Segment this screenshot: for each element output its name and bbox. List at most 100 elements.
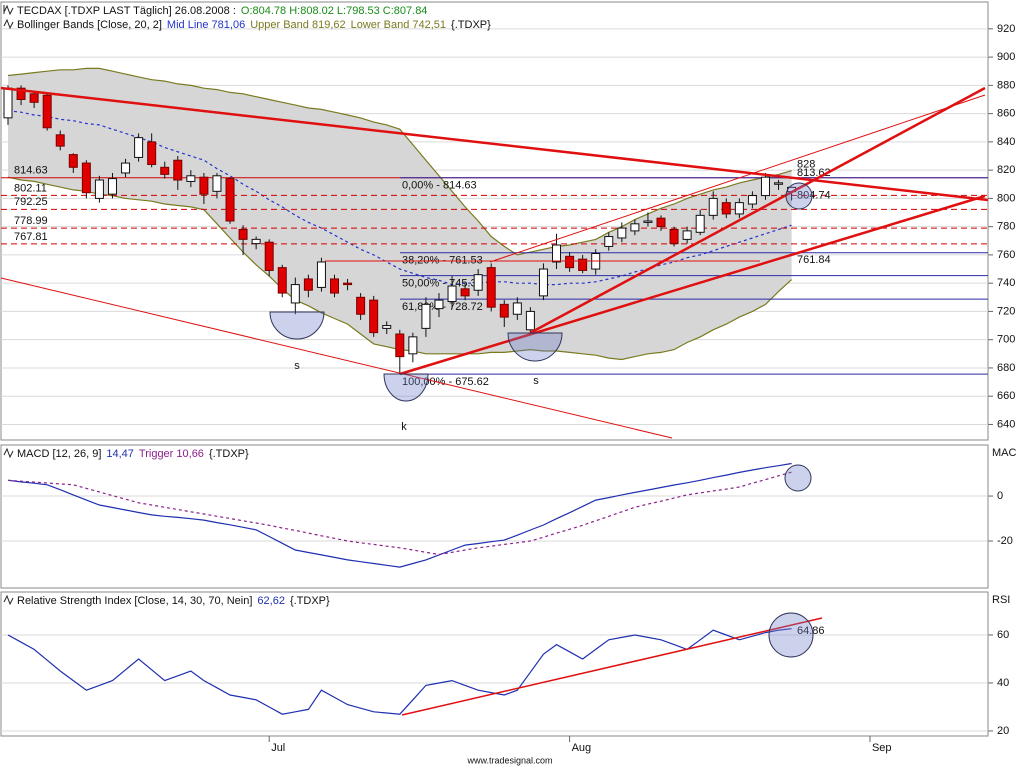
legend-entry: Upper Band 819,62 bbox=[250, 19, 345, 31]
candle-body bbox=[512, 302, 522, 315]
y-tick-label: 680 bbox=[997, 362, 1015, 374]
candle-body bbox=[395, 333, 405, 358]
candle-body bbox=[604, 236, 614, 247]
y-tick-label: 800 bbox=[997, 192, 1015, 204]
icon bbox=[3, 594, 14, 606]
trend-line bbox=[399, 194, 986, 376]
legend-entry: O:804.78 H:808.02 L:798.53 C:807.84 bbox=[241, 5, 428, 17]
candle-body bbox=[3, 87, 13, 119]
pattern-marker bbox=[768, 612, 814, 658]
y-tick-label: 60 bbox=[997, 629, 1009, 641]
candle-body bbox=[29, 93, 39, 103]
trend-line bbox=[0, 277, 673, 439]
candle-body bbox=[708, 197, 718, 216]
candle-body bbox=[669, 228, 679, 245]
level-label: 802.11 bbox=[14, 182, 47, 194]
x-tick-label: Jul bbox=[271, 742, 285, 754]
candle-body bbox=[42, 94, 52, 129]
legend-entry: Mid Line 781,06 bbox=[167, 19, 245, 31]
pattern-marker bbox=[784, 464, 812, 492]
candle-body bbox=[134, 137, 144, 158]
footer: www.tradesignal.com bbox=[466, 755, 552, 765]
trend-label: 761.84 bbox=[797, 254, 831, 266]
y-tick-label: 880 bbox=[997, 79, 1015, 91]
trend-line bbox=[0, 86, 989, 202]
indicator-line bbox=[7, 67, 792, 256]
legend-entry: 62,62 bbox=[257, 595, 285, 607]
candle-body bbox=[525, 310, 535, 331]
candle-body bbox=[499, 303, 509, 318]
y-tick-label: 640 bbox=[997, 418, 1015, 430]
x-tick-label: Aug bbox=[572, 742, 592, 754]
candle-body bbox=[316, 261, 326, 288]
trend-line bbox=[489, 94, 986, 263]
candle-body bbox=[734, 202, 744, 215]
y-tick-label: 820 bbox=[997, 164, 1015, 176]
candle-body bbox=[147, 141, 157, 165]
candle-body bbox=[199, 176, 209, 195]
fib-label: 0,00% - 814.63 bbox=[402, 180, 477, 192]
candle-body bbox=[656, 217, 666, 228]
candle-body bbox=[330, 278, 339, 294]
candle-body bbox=[578, 258, 588, 271]
candle-body bbox=[695, 214, 705, 233]
candle-body bbox=[251, 238, 261, 245]
panel-icons bbox=[3, 4, 14, 606]
y-tick-label: 40 bbox=[997, 677, 1009, 689]
fib-label: 50,00% - 745.33 bbox=[402, 278, 483, 290]
axis-label: RSI bbox=[992, 594, 1010, 606]
pattern-label: s bbox=[294, 360, 300, 372]
candle-body bbox=[212, 175, 222, 192]
y-tick-label: 920 bbox=[997, 23, 1015, 35]
candle-body bbox=[343, 282, 353, 286]
level-label: 767.81 bbox=[14, 231, 48, 243]
candle-body bbox=[264, 241, 274, 271]
trend-line bbox=[401, 617, 823, 716]
y-tick-label: 720 bbox=[997, 305, 1015, 317]
pattern-label: k bbox=[401, 421, 407, 433]
y-tick-label: 740 bbox=[997, 277, 1015, 289]
y-tick-label: 840 bbox=[997, 136, 1015, 148]
trend-label: 804.74 bbox=[797, 190, 831, 202]
candle-body bbox=[107, 178, 117, 195]
candle-body bbox=[565, 255, 575, 269]
icon bbox=[3, 447, 14, 459]
panel-frames bbox=[0, 1, 989, 737]
candle-body bbox=[369, 299, 379, 334]
candle-body bbox=[486, 267, 496, 308]
drawings bbox=[0, 86, 989, 716]
legend-entry: Relative Strength Index [Close, 14, 30, … bbox=[17, 595, 252, 607]
candle-body bbox=[552, 244, 562, 263]
legend-entry: Lower Band 742,51 bbox=[351, 19, 446, 31]
level-label: 814.63 bbox=[14, 165, 48, 177]
candle-body bbox=[68, 154, 78, 168]
band-fill bbox=[8, 68, 792, 360]
legend-entry: {.TDXP} bbox=[290, 595, 330, 607]
candle-body bbox=[238, 228, 248, 240]
candle-body bbox=[473, 274, 483, 291]
candle-body bbox=[434, 299, 444, 310]
candle-body bbox=[630, 223, 640, 232]
chart-title: TECDAX [.TDXP LAST Täglich] 26.08.2008 :… bbox=[17, 5, 427, 17]
icon bbox=[3, 4, 14, 16]
candle-body bbox=[747, 195, 757, 205]
candle-body bbox=[55, 134, 65, 147]
trend-line bbox=[529, 86, 986, 335]
indicator-line bbox=[7, 462, 792, 568]
candle-body bbox=[382, 325, 392, 329]
candle-body bbox=[290, 284, 300, 304]
highlights bbox=[269, 182, 814, 658]
pattern-marker bbox=[785, 182, 813, 210]
candle-body bbox=[356, 296, 366, 315]
trend-label: 828 bbox=[797, 159, 815, 171]
price-panel bbox=[0, 1, 989, 441]
candle-body bbox=[186, 175, 196, 182]
candle-body bbox=[421, 303, 431, 329]
candle-body bbox=[94, 179, 104, 199]
macd-panel bbox=[0, 444, 989, 589]
candle-body bbox=[121, 162, 131, 174]
legend-entry: Bollinger Bands [Close, 20, 2] bbox=[17, 19, 162, 31]
pattern-marker bbox=[269, 311, 325, 340]
indicator-line bbox=[7, 628, 792, 715]
